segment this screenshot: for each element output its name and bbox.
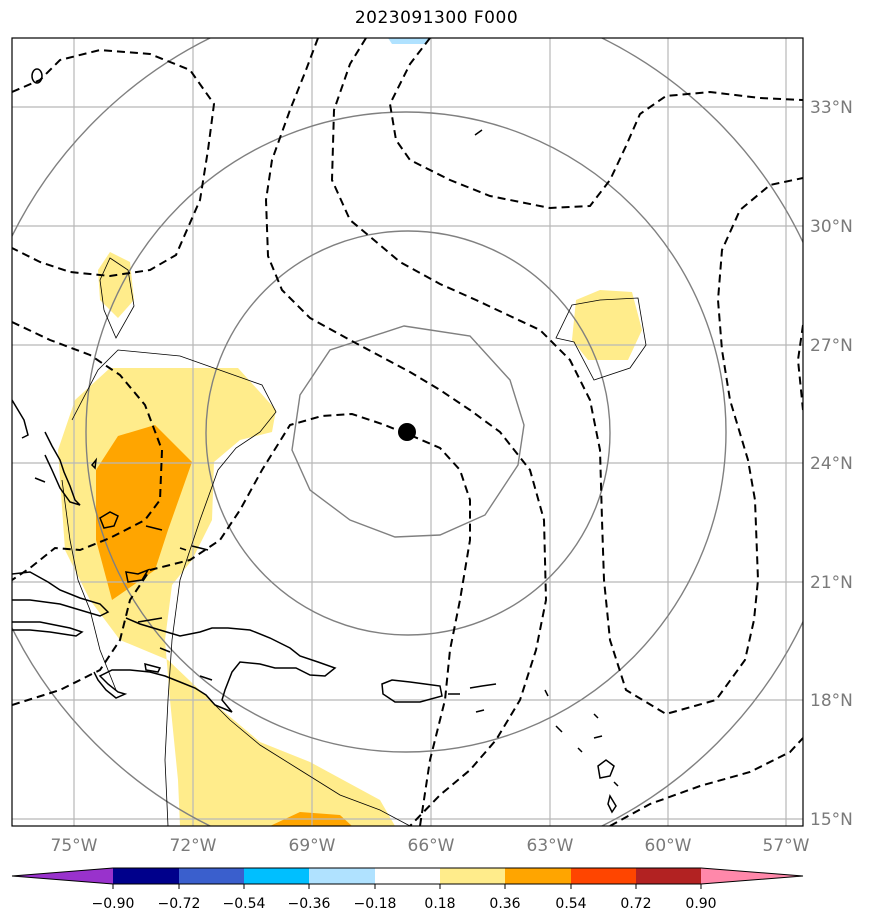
colorbar-swatch-extend-high bbox=[701, 868, 803, 884]
colorbar-swatch bbox=[440, 868, 505, 884]
colorbar-swatch bbox=[375, 868, 440, 884]
lon-label-72w: 72°W bbox=[170, 836, 217, 856]
colorbar-swatch bbox=[571, 868, 636, 884]
colorbar-label: −0.72 bbox=[158, 896, 201, 912]
longitude-labels: 75°W 72°W 69°W 66°W 63°W 60°W 57°W bbox=[51, 836, 810, 856]
colorbar-label: −0.54 bbox=[223, 896, 266, 912]
colorbar-swatch bbox=[179, 868, 244, 884]
lon-label-63w: 63°W bbox=[527, 836, 574, 856]
graticule bbox=[12, 38, 803, 826]
colorbar-label: 0.36 bbox=[489, 896, 520, 912]
colorbar-swatch bbox=[309, 868, 375, 884]
map-frame bbox=[11, 37, 804, 827]
contour-lines bbox=[12, 38, 803, 826]
colorbar-swatch bbox=[113, 868, 179, 884]
lon-label-57w: 57°W bbox=[763, 836, 810, 856]
colorbar-label: −0.90 bbox=[92, 896, 135, 912]
colorbar-label: 0.54 bbox=[555, 896, 586, 912]
lat-label-21n: 21°N bbox=[810, 573, 853, 593]
colorbar-label: −0.36 bbox=[288, 896, 331, 912]
lon-label-66w: 66°W bbox=[408, 836, 455, 856]
colorbar-ticks bbox=[112, 884, 702, 889]
lat-label-15n: 15°N bbox=[810, 810, 853, 830]
colorbar-label: 0.72 bbox=[620, 896, 651, 912]
lon-label-60w: 60°W bbox=[645, 836, 692, 856]
colorbar-swatch bbox=[636, 868, 701, 884]
colorbar-label: −0.18 bbox=[354, 896, 397, 912]
colorbar: −0.90 −0.72 −0.54 −0.36 −0.18 0.18 0.36 … bbox=[11, 867, 804, 912]
lon-label-69w: 69°W bbox=[289, 836, 336, 856]
colorbar-labels: −0.90 −0.72 −0.54 −0.36 −0.18 0.18 0.36 … bbox=[92, 896, 717, 912]
latitude-labels: 33°N 30°N 27°N 24°N 21°N 18°N 15°N bbox=[810, 98, 853, 830]
map-title: 2023091300 F000 bbox=[354, 8, 519, 28]
shaded-anomaly-fields bbox=[58, 38, 642, 826]
lat-label-18n: 18°N bbox=[810, 691, 853, 711]
borders bbox=[61, 257, 647, 826]
lat-label-33n: 33°N bbox=[810, 98, 853, 118]
lat-label-24n: 24°N bbox=[810, 454, 853, 474]
lat-label-30n: 30°N bbox=[810, 217, 853, 237]
colorbar-swatch bbox=[244, 868, 309, 884]
colorbar-label: 0.90 bbox=[685, 896, 716, 912]
range-rings bbox=[12, 38, 803, 826]
colorbar-label: 0.18 bbox=[424, 896, 455, 912]
coastlines bbox=[12, 68, 619, 814]
colorbar-swatch-extend-low bbox=[12, 868, 113, 884]
storm-center-marker bbox=[398, 423, 416, 441]
lat-label-27n: 27°N bbox=[810, 336, 853, 356]
colorbar-swatch bbox=[505, 868, 571, 884]
lon-label-75w: 75°W bbox=[51, 836, 98, 856]
